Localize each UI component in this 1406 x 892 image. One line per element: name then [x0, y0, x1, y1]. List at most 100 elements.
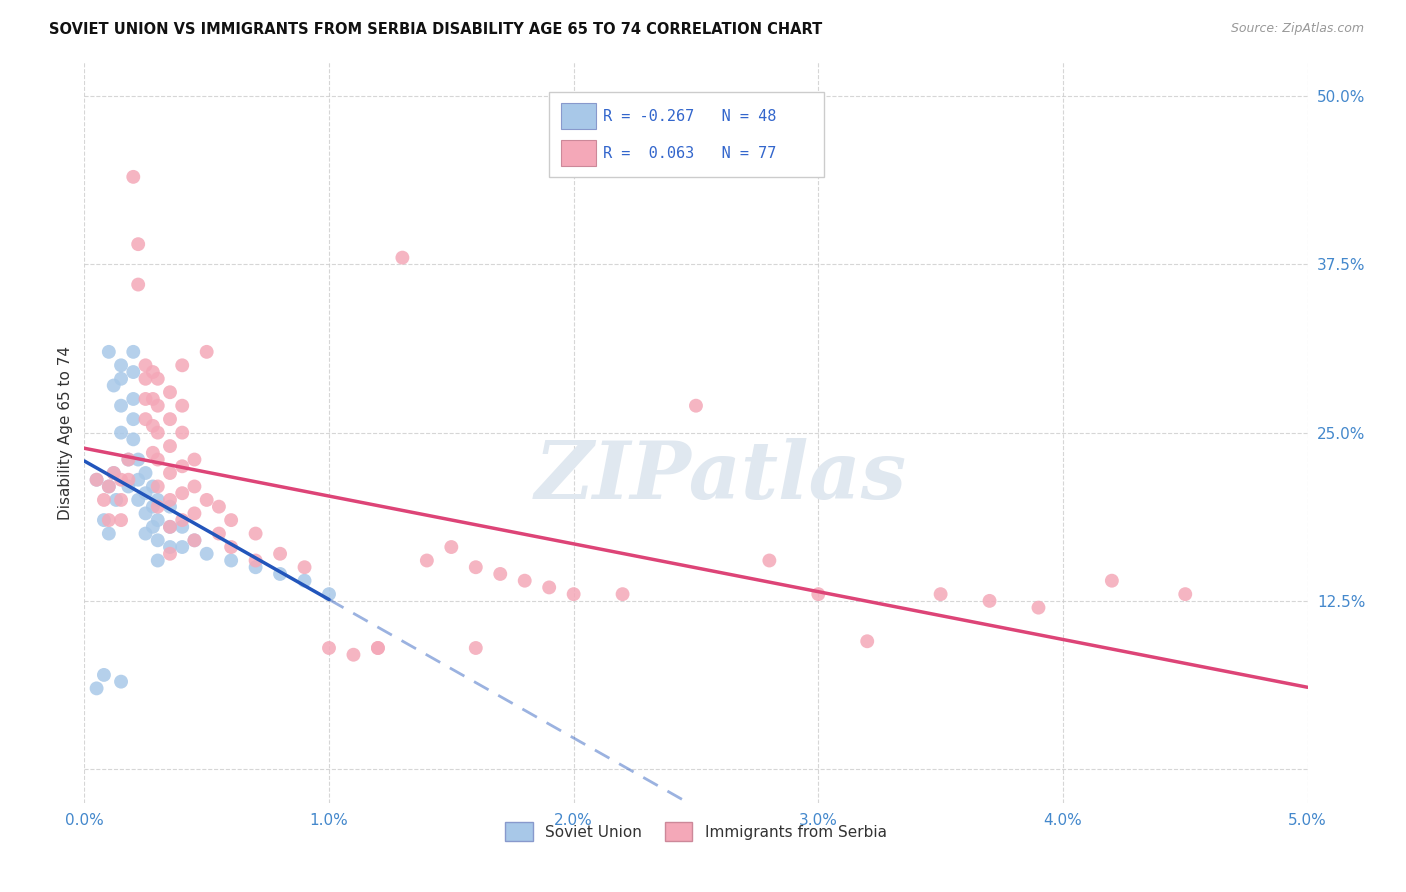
Point	[612, 587, 634, 601]
Point	[122, 169, 145, 184]
Point	[172, 359, 194, 373]
Point	[122, 433, 145, 447]
Point	[122, 412, 145, 426]
Point	[159, 466, 181, 480]
Point	[562, 587, 585, 601]
Point	[245, 526, 267, 541]
Point	[110, 399, 132, 413]
Point	[195, 492, 218, 507]
Point	[135, 392, 157, 406]
Point	[245, 560, 267, 574]
Point	[464, 560, 486, 574]
Point	[159, 492, 181, 507]
Point	[97, 479, 120, 493]
Point	[103, 466, 125, 480]
Point	[146, 399, 169, 413]
Y-axis label: Disability Age 65 to 74: Disability Age 65 to 74	[58, 345, 73, 520]
Text: ZIPatlas: ZIPatlas	[534, 438, 907, 516]
Point	[142, 392, 165, 406]
Point	[1101, 574, 1123, 588]
Point	[416, 553, 439, 567]
Point	[122, 392, 145, 406]
Point	[127, 237, 149, 252]
Point	[159, 540, 181, 554]
Point	[97, 479, 120, 493]
Point	[464, 640, 486, 655]
Point	[183, 452, 205, 467]
Text: Source: ZipAtlas.com: Source: ZipAtlas.com	[1230, 22, 1364, 36]
Point	[172, 486, 194, 500]
Point	[127, 473, 149, 487]
Point	[219, 553, 242, 567]
Point	[97, 526, 120, 541]
Point	[159, 412, 181, 426]
Point	[146, 372, 169, 386]
Point	[183, 479, 205, 493]
Point	[391, 251, 413, 265]
Point	[195, 547, 218, 561]
Point	[183, 507, 205, 521]
Point	[146, 513, 169, 527]
Point	[159, 385, 181, 400]
Point	[195, 344, 218, 359]
Point	[93, 492, 115, 507]
Point	[367, 640, 389, 655]
Point	[135, 412, 157, 426]
Point	[269, 547, 291, 561]
Point	[142, 479, 165, 493]
Point	[146, 500, 169, 514]
Point	[758, 553, 780, 567]
Text: SOVIET UNION VS IMMIGRANTS FROM SERBIA DISABILITY AGE 65 TO 74 CORRELATION CHART: SOVIET UNION VS IMMIGRANTS FROM SERBIA D…	[49, 22, 823, 37]
Point	[122, 365, 145, 379]
Point	[367, 640, 389, 655]
Point	[142, 446, 165, 460]
Point	[172, 520, 194, 534]
Point	[146, 479, 169, 493]
Point	[142, 520, 165, 534]
Point	[135, 507, 157, 521]
Point	[110, 425, 132, 440]
Point	[172, 399, 194, 413]
Point	[856, 634, 879, 648]
Point	[979, 594, 1001, 608]
Point	[135, 486, 157, 500]
Point	[685, 399, 707, 413]
Point	[135, 372, 157, 386]
Point	[208, 526, 231, 541]
FancyBboxPatch shape	[550, 92, 824, 178]
Point	[110, 492, 132, 507]
Point	[97, 513, 120, 527]
Point	[146, 553, 169, 567]
Point	[294, 574, 316, 588]
Point	[110, 473, 132, 487]
Point	[127, 277, 149, 292]
Point	[110, 513, 132, 527]
Point	[807, 587, 830, 601]
Point	[86, 473, 108, 487]
Point	[489, 566, 512, 581]
Point	[117, 479, 139, 493]
Point	[269, 566, 291, 581]
Point	[183, 533, 205, 548]
Point	[105, 492, 128, 507]
Point	[159, 439, 181, 453]
Point	[146, 492, 169, 507]
Point	[245, 553, 267, 567]
Point	[103, 378, 125, 392]
Point	[93, 513, 115, 527]
Point	[318, 587, 340, 601]
Point	[159, 520, 181, 534]
Point	[135, 526, 157, 541]
Point	[146, 425, 169, 440]
Point	[127, 492, 149, 507]
Point	[110, 674, 132, 689]
Point	[86, 681, 108, 696]
Point	[219, 540, 242, 554]
Point	[159, 520, 181, 534]
Point	[122, 344, 145, 359]
Point	[142, 365, 165, 379]
Point	[97, 344, 120, 359]
Point	[342, 648, 364, 662]
Point	[86, 473, 108, 487]
Point	[127, 452, 149, 467]
